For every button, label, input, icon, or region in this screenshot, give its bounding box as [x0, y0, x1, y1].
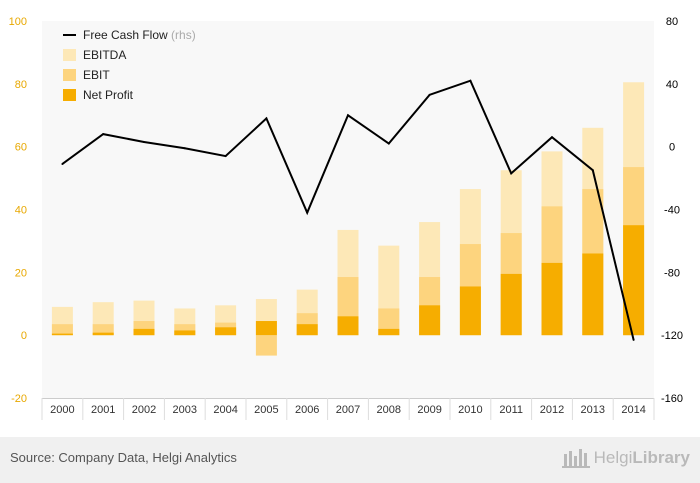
bar-net-profit [500, 273, 522, 336]
x-axis-tick-label: 2011 [499, 404, 523, 416]
x-axis-tick-label: 2013 [581, 404, 605, 416]
legend-swatch-box [63, 89, 76, 101]
source-note: Source: Company Data, Helgi Analytics [10, 450, 237, 465]
left-axis-tick-label: -20 [11, 393, 27, 405]
x-axis-tick-label: 2003 [173, 404, 197, 416]
point-free-cash-flow [224, 155, 227, 158]
point-free-cash-flow [387, 142, 390, 145]
point-free-cash-flow [510, 172, 513, 175]
bar-net-profit [255, 321, 277, 336]
x-axis-line [42, 398, 654, 399]
point-free-cash-flow [347, 114, 349, 117]
bar-net-profit [419, 305, 441, 336]
bar-net-profit [582, 253, 604, 336]
x-axis-tick-label: 2014 [621, 404, 645, 416]
x-axis-tick-label: 2009 [417, 404, 441, 416]
bar-net-profit [215, 327, 237, 336]
left-axis-tick-label: 20 [15, 267, 27, 279]
right-axis-tick-label: 40 [666, 79, 678, 91]
point-free-cash-flow [428, 93, 431, 96]
left-axis-tick-label: 80 [15, 79, 27, 91]
footer-bar: Source: Company Data, Helgi Analytics He… [0, 437, 700, 483]
point-free-cash-flow [551, 136, 553, 139]
right-axis-tick-label: -160 [661, 393, 683, 405]
point-free-cash-flow [265, 117, 268, 120]
bar-net-profit [459, 286, 481, 336]
right-axis-tick-label: 0 [669, 142, 675, 154]
point-free-cash-flow [469, 79, 472, 82]
legend-label: Net Profit [83, 88, 134, 102]
brand-name-part1: Helgi [593, 448, 633, 467]
chart-svg: -20 0 20 40 60 80 100 -160 -120 -80 -40 0 40 80 2000 20… [9, 16, 683, 420]
bar-ebit [174, 324, 196, 336]
legend-label: EBITDA [83, 48, 126, 62]
x-axis-tick-label: 2005 [254, 404, 278, 416]
right-axis-tick-label: -120 [661, 330, 683, 342]
legend-swatch-box [63, 49, 76, 61]
x-axis-tick-label: 2008 [377, 404, 401, 416]
x-axis-tick-label: 2004 [213, 404, 237, 416]
bar-net-profit [92, 332, 114, 336]
x-axis-tick-label: 2012 [540, 404, 564, 416]
legend-label: Free Cash Flow (rhs) [83, 28, 196, 42]
x-axis-tick-label: 2010 [458, 404, 482, 416]
right-axis-tick-label: 80 [666, 16, 678, 28]
bar-net-profit [133, 328, 155, 336]
bar-net-profit [378, 328, 400, 336]
x-axis-tick-label: 2006 [295, 404, 319, 416]
point-free-cash-flow [591, 169, 594, 172]
right-axis-tick-label: -40 [664, 205, 680, 217]
point-free-cash-flow [183, 147, 186, 150]
left-axis-tick-label: 40 [15, 205, 27, 217]
bar-net-profit [623, 225, 645, 336]
x-axis-tick-label: 2007 [336, 404, 360, 416]
left-axis-tick-label: 0 [21, 330, 27, 342]
bar-net-profit [296, 324, 318, 336]
point-free-cash-flow [61, 162, 64, 165]
bar-ebit [92, 324, 114, 336]
x-axis-tick-label: 2000 [50, 404, 74, 416]
point-free-cash-flow [306, 211, 309, 214]
bar-ebit [51, 324, 73, 336]
point-free-cash-flow [102, 133, 105, 136]
brand-name-part2: Library [632, 448, 690, 467]
bar-ebit [255, 335, 277, 356]
x-axis-tick-label: 2001 [91, 404, 115, 416]
x-axis-tick-label: 2002 [132, 404, 156, 416]
helgi-library-logo-icon [561, 449, 590, 468]
helgi-library-logo[interactable]: Helgi Library [561, 447, 690, 469]
bar-net-profit [541, 262, 563, 336]
left-axis-tick-label: 60 [15, 142, 27, 154]
legend-label-suffix: (rhs) [168, 28, 196, 42]
bar-ebit [378, 308, 400, 336]
bar-net-profit [337, 316, 359, 336]
bar-net-profit [174, 330, 196, 336]
left-axis-tick-label: 100 [9, 16, 27, 28]
right-axis-tick-label: -80 [664, 267, 680, 279]
bar-net-profit [51, 333, 73, 336]
point-free-cash-flow [143, 140, 145, 143]
legend-label: EBIT [83, 68, 110, 82]
legend-swatch-box [63, 69, 76, 81]
point-free-cash-flow [632, 338, 635, 341]
